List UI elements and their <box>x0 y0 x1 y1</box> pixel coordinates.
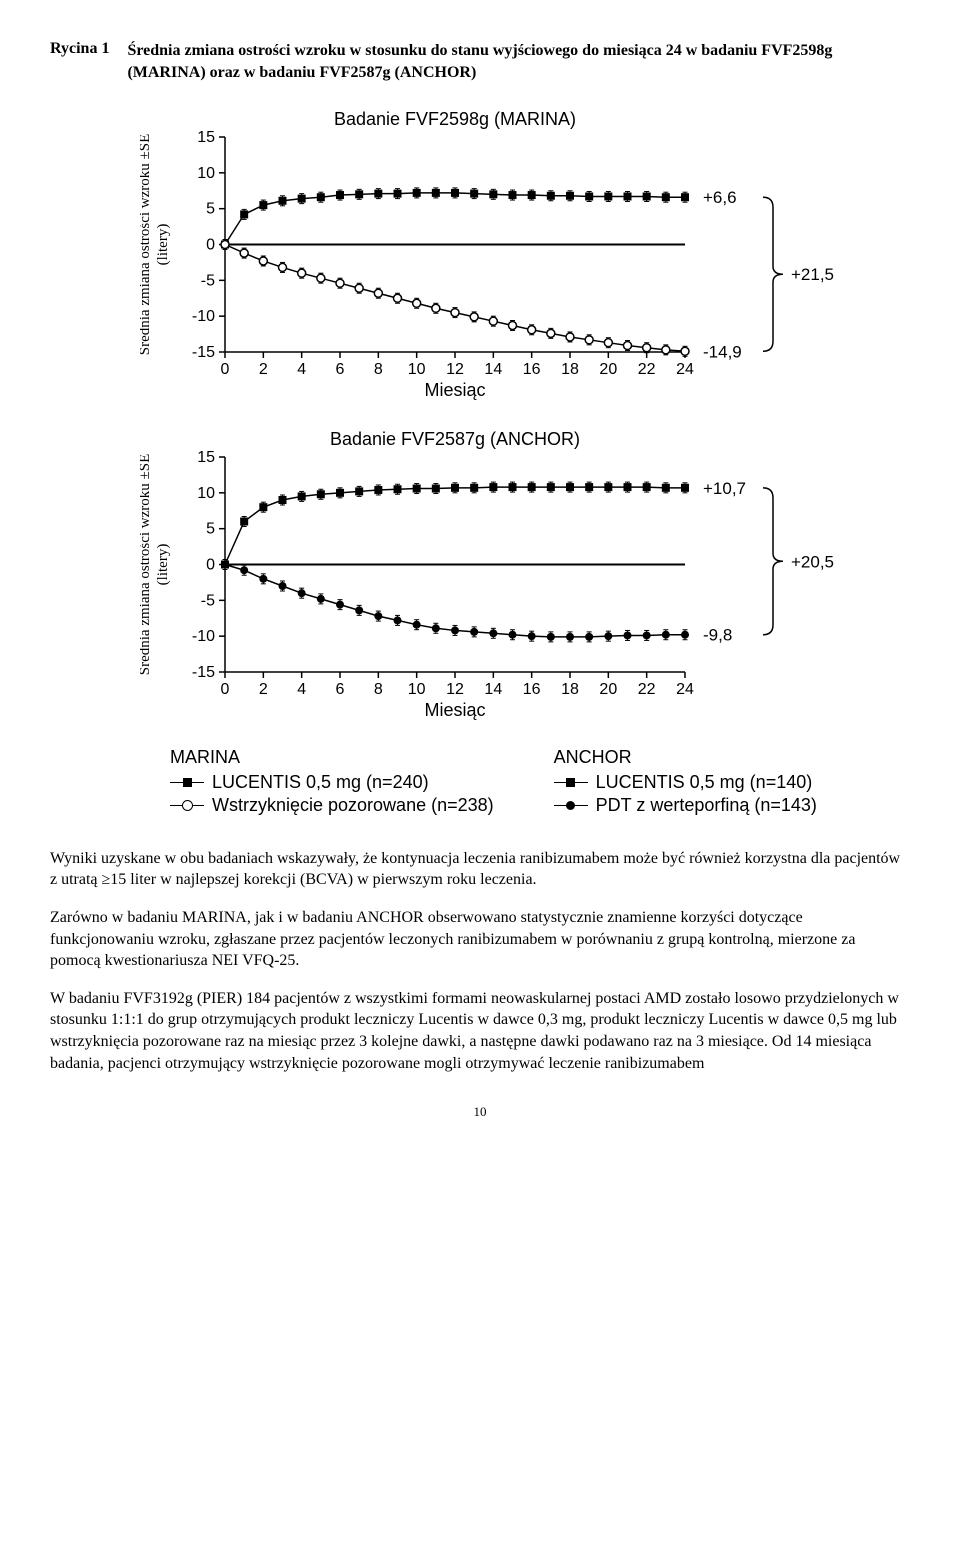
circle-filled-icon <box>554 798 588 812</box>
legend-label: PDT z werteporfiną (n=143) <box>596 795 817 816</box>
legend-anchor-item2: PDT z werteporfiną (n=143) <box>554 795 817 816</box>
svg-text:Średnia zmiana ostrości wzroku: Średnia zmiana ostrości wzroku ±SE(liter… <box>140 454 171 676</box>
paragraph-2: Zarówno w badaniu MARINA, jak i w badani… <box>50 907 910 972</box>
chart-marina-svg: Badanie FVF2598g (MARINA) -15 -10 -5 0 5 10 15 0… <box>140 107 840 407</box>
svg-text:-14,9: -14,9 <box>703 342 742 361</box>
legend-marina: MARINA LUCENTIS 0,5 mg (n=240) Wstrzykni… <box>170 747 494 818</box>
svg-text:15: 15 <box>197 129 215 146</box>
svg-text:10: 10 <box>408 681 426 698</box>
square-filled-icon <box>554 775 588 789</box>
svg-text:-15: -15 <box>192 664 215 681</box>
svg-text:14: 14 <box>484 681 502 698</box>
svg-text:5: 5 <box>206 200 215 217</box>
svg-text:2: 2 <box>259 361 268 378</box>
svg-text:2: 2 <box>259 681 268 698</box>
square-filled-icon <box>170 775 204 789</box>
svg-text:6: 6 <box>336 681 345 698</box>
svg-text:15: 15 <box>197 449 215 466</box>
svg-text:18: 18 <box>561 361 579 378</box>
svg-text:-10: -10 <box>192 308 215 325</box>
chart-marina: Badanie FVF2598g (MARINA) -15 -10 -5 0 5 10 15 0… <box>140 107 910 407</box>
svg-text:-15: -15 <box>192 344 215 361</box>
legend-anchor-title: ANCHOR <box>554 747 817 768</box>
paragraph-1: Wyniki uzyskane w obu badaniach wskazywa… <box>50 848 910 891</box>
svg-text:20: 20 <box>599 681 617 698</box>
svg-text:22: 22 <box>638 361 656 378</box>
svg-text:18: 18 <box>561 681 579 698</box>
svg-text:4: 4 <box>297 361 306 378</box>
svg-text:-5: -5 <box>201 592 215 609</box>
svg-text:-5: -5 <box>201 272 215 289</box>
figure-title: Średnia zmiana ostrości wzroku w stosunk… <box>127 40 910 85</box>
legend-anchor-item1: LUCENTIS 0,5 mg (n=140) <box>554 772 817 793</box>
svg-text:12: 12 <box>446 361 464 378</box>
svg-text:Miesiąc: Miesiąc <box>424 700 485 720</box>
svg-text:-9,8: -9,8 <box>703 626 732 645</box>
svg-text:+21,5: +21,5 <box>791 265 834 284</box>
legend-label: Wstrzyknięcie pozorowane (n=238) <box>212 795 494 816</box>
paragraph-3: W badaniu FVF3192g (PIER) 184 pacjentów … <box>50 988 910 1074</box>
svg-text:10: 10 <box>197 165 215 182</box>
svg-text:5: 5 <box>206 520 215 537</box>
svg-text:8: 8 <box>374 361 383 378</box>
svg-text:Badanie FVF2587g (ANCHOR): Badanie FVF2587g (ANCHOR) <box>330 429 580 449</box>
legend-label: LUCENTIS 0,5 mg (n=140) <box>596 772 813 793</box>
svg-text:6: 6 <box>336 361 345 378</box>
legend-marina-item1: LUCENTIS 0,5 mg (n=240) <box>170 772 494 793</box>
svg-text:16: 16 <box>523 361 541 378</box>
figure-heading: Rycina 1 Średnia zmiana ostrości wzroku … <box>50 40 910 85</box>
svg-text:10: 10 <box>197 485 215 502</box>
svg-text:12: 12 <box>446 681 464 698</box>
svg-text:+20,5: +20,5 <box>791 552 834 571</box>
svg-text:16: 16 <box>523 681 541 698</box>
svg-text:24: 24 <box>676 361 694 378</box>
svg-text:22: 22 <box>638 681 656 698</box>
svg-text:10: 10 <box>408 361 426 378</box>
svg-text:0: 0 <box>221 361 230 378</box>
svg-text:-10: -10 <box>192 628 215 645</box>
chart-anchor-svg: Badanie FVF2587g (ANCHOR) -15 -10 -5 0 5 10 15 0… <box>140 427 840 727</box>
svg-text:4: 4 <box>297 681 306 698</box>
figure-label: Rycina 1 <box>50 40 109 85</box>
svg-text:+6,6: +6,6 <box>703 188 737 207</box>
svg-text:Miesiąc: Miesiąc <box>424 380 485 400</box>
circle-open-icon <box>170 798 204 812</box>
svg-text:20: 20 <box>599 361 617 378</box>
chart-anchor: Badanie FVF2587g (ANCHOR) -15 -10 -5 0 5 10 15 0… <box>140 427 910 727</box>
svg-text:24: 24 <box>676 681 694 698</box>
svg-text:14: 14 <box>484 361 502 378</box>
svg-text:0: 0 <box>206 556 215 573</box>
svg-text:8: 8 <box>374 681 383 698</box>
legend-anchor: ANCHOR LUCENTIS 0,5 mg (n=140) PDT z wer… <box>554 747 817 818</box>
svg-text:0: 0 <box>221 681 230 698</box>
legend: MARINA LUCENTIS 0,5 mg (n=240) Wstrzykni… <box>170 747 910 818</box>
svg-text:Badanie FVF2598g (MARINA): Badanie FVF2598g (MARINA) <box>334 109 576 129</box>
svg-text:+10,7: +10,7 <box>703 479 746 498</box>
svg-text:0: 0 <box>206 236 215 253</box>
page-number: 10 <box>50 1104 910 1120</box>
legend-marina-item2: Wstrzyknięcie pozorowane (n=238) <box>170 795 494 816</box>
svg-text:Średnia zmiana ostrości wzroku: Średnia zmiana ostrości wzroku ±SE(liter… <box>140 134 171 356</box>
legend-label: LUCENTIS 0,5 mg (n=240) <box>212 772 429 793</box>
legend-marina-title: MARINA <box>170 747 494 768</box>
